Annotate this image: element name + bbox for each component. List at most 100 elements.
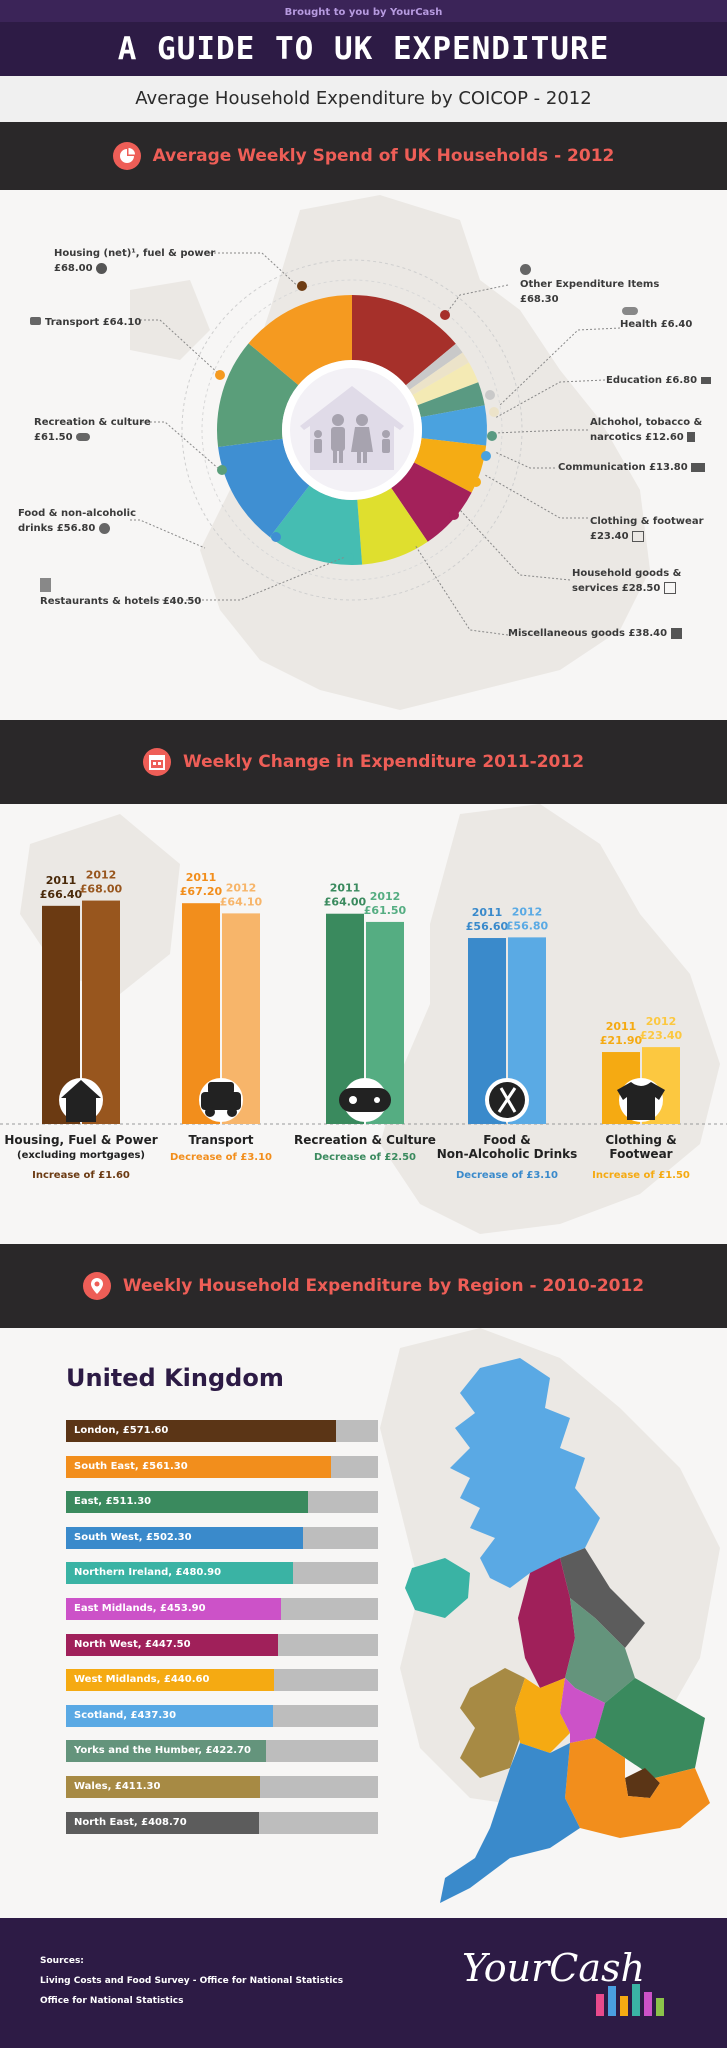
title-bar: A GUIDE TO UK EXPENDITURE: [0, 22, 727, 76]
family-house-icon: [300, 386, 404, 470]
label-2012-value-2: £61.50: [364, 904, 407, 917]
donut-ring-inner: [201, 279, 503, 581]
region-bar-label: North West, £447.50: [74, 1638, 191, 1650]
region-bar-fill: [66, 1526, 304, 1549]
donut-slice-food-non-alcoholic-drinks: [269, 485, 363, 565]
region-bar-fill: [66, 1740, 266, 1763]
dot-food: [271, 532, 281, 542]
region-bar-fill: [66, 1776, 261, 1798]
section2-heading: Weekly Change in Expenditure 2011-2012: [182, 752, 585, 772]
region-bar-north-west: North West, £447.50: [66, 1633, 378, 1656]
category-name-0: Housing, Fuel & Power: [4, 1133, 157, 1147]
page-title: A GUIDE TO UK EXPENDITURE: [117, 31, 610, 67]
house-small-icon: [663, 582, 676, 594]
label-restaurants: Restaurants & hotels £40.50: [40, 578, 201, 609]
coin-icon: [520, 264, 531, 275]
building-small-icon: [40, 578, 51, 592]
dot-household: [449, 510, 459, 520]
house-icon: [59, 1078, 103, 1122]
label-2012-value-3: £56.80: [506, 919, 549, 932]
region-bar-label: Wales, £411.30: [74, 1781, 161, 1792]
brought-by-text: Brought to you by YourCash: [284, 7, 443, 18]
label-2012-year-2: 2012: [370, 890, 401, 903]
section1-panel: Housing (net)¹, fuel & power £68.00 Tran…: [0, 190, 727, 720]
donut-slice-clothing-footwear: [420, 405, 487, 446]
label-2011-value-4: £21.90: [600, 1034, 643, 1047]
pie-chart-icon: [112, 142, 141, 170]
section3-heading: Weekly Household Expenditure by Region -…: [122, 1276, 645, 1296]
region-bar-east-midlands: East Midlands, £453.90: [66, 1598, 378, 1620]
region-bar-label: Northern Ireland, £480.90: [74, 1567, 222, 1579]
gamepad-small-icon: [76, 433, 91, 441]
cutlery-icon: [485, 1078, 529, 1122]
label-misc: Miscellaneous goods £38.40: [508, 626, 682, 641]
label-2011-value-2: £64.00: [324, 896, 367, 909]
label-health: Health £6.40: [620, 307, 692, 332]
map-east-midlands: [560, 1678, 605, 1743]
map-northern-ireland: [405, 1558, 470, 1618]
region-bar-fill: [66, 1598, 281, 1620]
map-north-east: [560, 1548, 645, 1648]
map-south-west: [440, 1743, 580, 1903]
map-wales: [460, 1668, 525, 1778]
region-bar-fill: [66, 1491, 308, 1514]
mortarboard-icon: [700, 376, 711, 384]
label-2012-year-1: 2012: [226, 881, 257, 894]
category-subname-3: Non-Alcoholic Drinks: [437, 1147, 578, 1161]
label-2011-year-2: 2011: [330, 882, 361, 895]
donut-slice-miscellaneous-goods: [391, 462, 472, 542]
label-2011-year-3: 2011: [472, 906, 503, 919]
section3-panel: United Kingdom: [0, 1328, 727, 1918]
dot-recreation: [217, 465, 227, 475]
car-small-icon: [30, 317, 41, 325]
donut-slice-communication: [417, 382, 485, 418]
label-2011-year-0: 2011: [46, 874, 77, 887]
car-icon: [199, 1078, 243, 1122]
region-bar-fill: [66, 1455, 332, 1478]
dot-housing: [297, 281, 307, 291]
map-london: [625, 1768, 660, 1798]
brought-by-bar: Brought to you by YourCash: [0, 0, 727, 22]
change-label-0: Increase of £1.60: [32, 1170, 130, 1181]
region-bar-fill: [66, 1669, 275, 1692]
region-bar-east: East, £511.30: [66, 1491, 378, 1514]
cutlery-small-icon: [98, 522, 110, 534]
region-bar-north-east: North East, £408.70: [66, 1811, 378, 1834]
label-2011-value-0: £66.40: [40, 888, 83, 901]
region-bar-fill: [66, 1811, 260, 1834]
section2-panel: 2011 £66.40 2012 £68.00 Housing, Fuel & Powe…: [0, 804, 727, 1244]
label-education: Education £6.80: [606, 373, 711, 388]
dot-other: [440, 310, 450, 320]
uk-title: United Kingdom: [66, 1364, 284, 1392]
donut-slice-other-expenditure-items: [352, 295, 456, 386]
dot-restaurants: [344, 553, 354, 563]
map-east: [595, 1678, 705, 1778]
label-household: Household goods & services £28.50: [572, 568, 682, 594]
region-bar-label: West Midlands, £440.60: [74, 1674, 210, 1686]
label-communication: Communication £13.80: [558, 460, 706, 475]
region-bar-fill: [66, 1420, 337, 1442]
donut-chart: [130, 252, 621, 636]
sources-title: Sources:: [40, 1956, 84, 1966]
glass-icon: [687, 432, 696, 442]
pill-icon: [622, 307, 638, 315]
region-bar-fill: [66, 1562, 294, 1585]
category-subname-4: Footwear: [609, 1147, 672, 1161]
map-yorks: [565, 1598, 635, 1703]
region-bar-south-east: South East, £561.30: [66, 1455, 378, 1478]
section1-heading: Average Weekly Spend of UK Households - …: [152, 146, 615, 166]
donut-slice-recreation-culture: [218, 438, 310, 538]
region-bar-scotland: Scotland, £437.30: [66, 1704, 378, 1727]
dot-transport: [215, 370, 225, 380]
label-other: Other Expenditure Items £68.30: [520, 264, 659, 307]
category-subname-0: (excluding mortgages): [17, 1150, 145, 1161]
category-name-4: Clothing &: [605, 1133, 676, 1147]
change-label-1: Decrease of £3.10: [170, 1152, 272, 1163]
label-2012-value-0: £68.00: [80, 883, 123, 896]
donut-slice-transport: [216, 343, 299, 447]
category-name-3: Food &: [483, 1133, 530, 1147]
dot-health: [485, 390, 495, 400]
source-2: Office for National Statistics: [40, 1996, 184, 2006]
region-bar-label: North East, £408.70: [74, 1816, 187, 1828]
